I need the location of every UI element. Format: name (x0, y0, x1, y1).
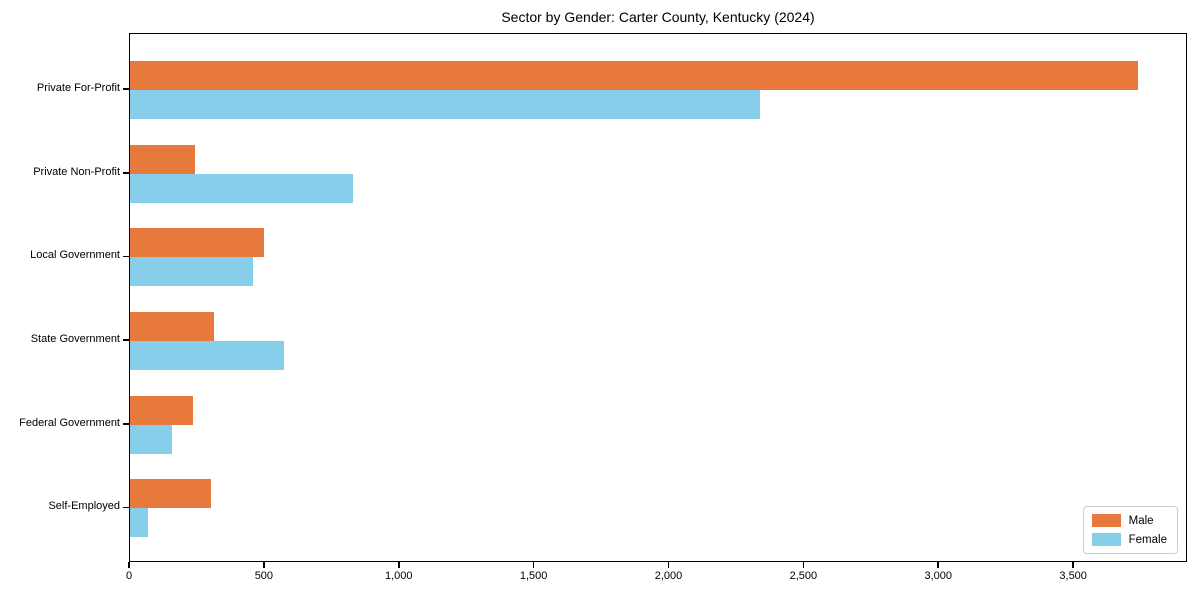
x-tick-mark (937, 562, 940, 568)
x-tick-label-3-000: 3,000 (924, 570, 953, 582)
y-tick-label-private-non-profit: Private Non-Profit (33, 165, 120, 178)
x-tick-label-1-000: 1,000 (384, 570, 413, 582)
x-tick-mark (667, 562, 670, 568)
legend-swatch-male (1091, 514, 1121, 527)
legend-entry-male: Male (1091, 514, 1167, 527)
legend-label-female: Female (1128, 533, 1167, 546)
bar-female-state-government (130, 341, 284, 371)
x-tick-mark (1072, 562, 1074, 568)
bar-male-self-employed (130, 479, 211, 509)
x-tick-label-2-500: 2,500 (789, 570, 818, 582)
legend-swatch-female (1091, 533, 1121, 546)
x-tick-label-2-000: 2,000 (654, 570, 683, 582)
x-tick-mark (397, 562, 400, 568)
bar-female-local-government (130, 257, 253, 287)
x-tick-label-1-500: 1,500 (519, 570, 548, 582)
bar-female-self-employed (130, 508, 148, 538)
bar-male-private-for-profit (130, 61, 1138, 91)
bar-male-state-government (130, 312, 214, 342)
y-tick-mark (123, 506, 129, 509)
bar-female-federal-government (130, 424, 172, 454)
y-tick-mark (123, 339, 129, 341)
x-tick-label-0: 0 (125, 570, 133, 582)
y-tick-mark (123, 172, 129, 174)
bar-male-private-non-profit (130, 144, 195, 174)
bar-male-local-government (130, 228, 264, 258)
bar-female-private-for-profit (130, 90, 760, 120)
legend-label-male: Male (1128, 514, 1154, 527)
y-tick-label-state-government: State Government (30, 333, 120, 346)
y-tick-label-federal-government: Federal Government (19, 416, 120, 429)
y-tick-label-private-for-profit: Private For-Profit (36, 82, 120, 95)
y-tick-mark (123, 422, 129, 425)
bar-male-federal-government (130, 395, 194, 425)
y-tick-label-self-employed: Self-Employed (48, 500, 120, 513)
y-tick-label-local-government: Local Government (30, 249, 120, 262)
y-tick-mark (123, 255, 129, 258)
y-tick-mark (123, 88, 129, 90)
x-tick-mark (802, 562, 805, 568)
legend-entry-female: Female (1091, 533, 1167, 546)
bar-female-private-non-profit (130, 173, 353, 203)
x-tick-mark (128, 562, 130, 568)
x-tick-mark (263, 562, 265, 568)
legend: Male Female (1082, 506, 1178, 554)
chart-title: Sector by Gender: Carter County, Kentuck… (501, 9, 815, 25)
x-tick-label-500: 500 (254, 570, 274, 582)
x-tick-mark (532, 562, 535, 568)
plot-area: Male Female (129, 33, 1187, 562)
x-tick-label-3-500: 3,500 (1059, 570, 1087, 582)
